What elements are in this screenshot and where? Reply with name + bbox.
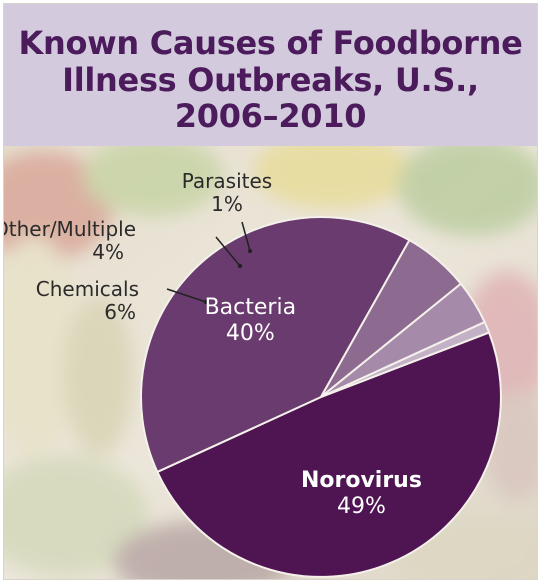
infographic-frame: Known Causes of Foodborne Illness Outbre… [3,3,538,580]
slice-value-bacteria: 40% [226,321,275,346]
slice-value-parasites: 1% [211,192,243,216]
slice-label-norovirus: Norovirus [301,468,422,493]
leader-line-chemicals [166,288,207,303]
slice-value-norovirus: 49% [337,494,386,519]
leader-dot-parasites [247,248,253,254]
leader-dot-chemicals [203,299,209,305]
slice-label-parasites: Parasites [182,169,272,193]
leader-line-other-multiple [215,236,241,267]
pie-slice-parasites [320,320,491,398]
slice-value-chemicals: 6% [104,300,136,324]
slice-label-other-multiple: Other/Multiple [4,217,136,241]
slice-label-chemicals: Chemicals [36,277,139,301]
leader-line-parasites [241,221,251,252]
chart-title-line-2: Illness Outbreaks, U.S., [62,61,479,99]
pie-slice-norovirus [156,331,502,578]
leader-dot-other-multiple [237,263,243,269]
slice-label-bacteria: Bacteria [205,295,296,320]
title-banner: Known Causes of Foodborne Illness Outbre… [4,4,537,146]
slice-value-other-multiple: 4% [92,240,124,264]
chart-title-line-1: Known Causes of Foodborne [18,24,523,62]
chart-title-line-3: 2006–2010 [174,97,367,135]
pie-slice-bacteria [140,216,411,474]
